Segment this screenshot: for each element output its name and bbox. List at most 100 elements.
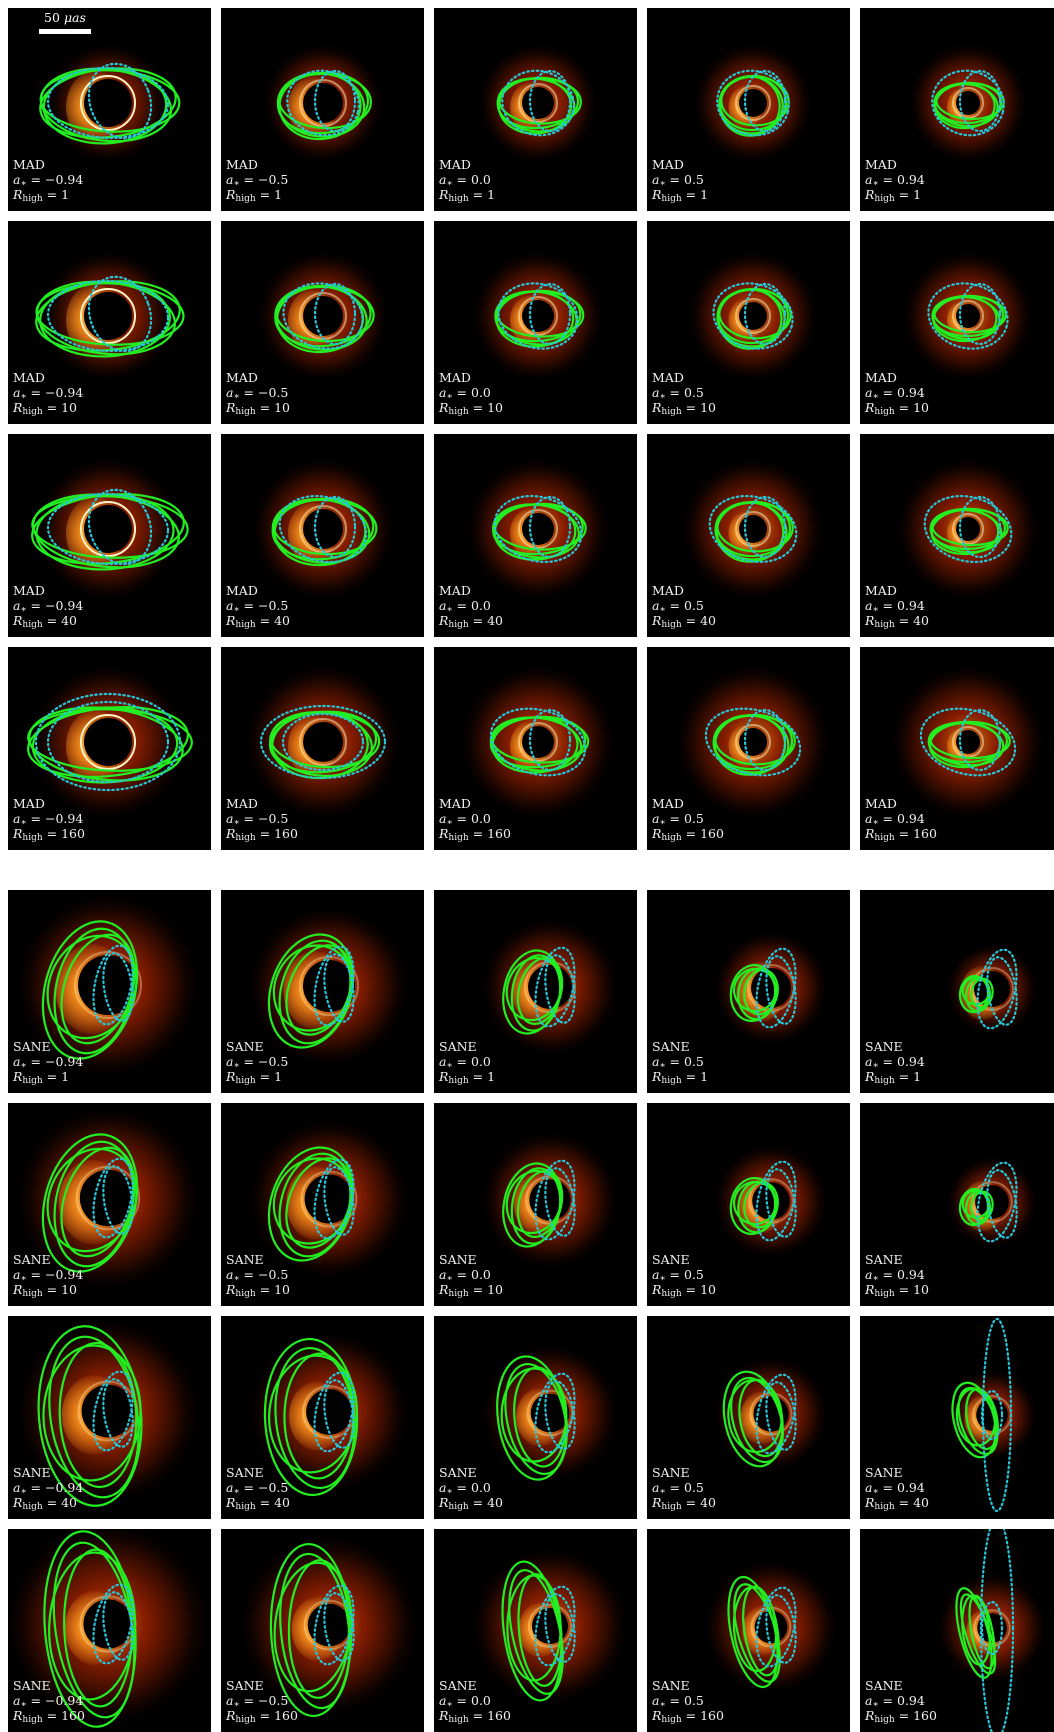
panel-mad-rhigh-40-spin-3: MAD a∗ = 0.0 Rhigh = 40 (434, 434, 637, 637)
model-label: MAD (13, 583, 45, 598)
black-hole-image (221, 434, 424, 637)
rhigh-label: Rhigh = 160 (13, 1708, 85, 1725)
dotted-fit-ellipse (87, 62, 153, 140)
rhigh-label: Rhigh = 40 (652, 1495, 716, 1512)
ring-fit-ellipse (60, 933, 136, 1045)
dotted-fit-ellipse (980, 1600, 1004, 1656)
dotted-fit-ellipse (102, 1591, 134, 1661)
panel-mad-rhigh-1-spin-1: MAD a∗ = −0.94 Rhigh = 1 (8, 8, 211, 211)
ring-fit-ellipse (727, 1378, 783, 1454)
panel-label: SANE a∗ = 0.0 Rhigh = 160 (439, 1678, 511, 1725)
spin-label: a∗ = 0.0 (439, 1054, 491, 1071)
panel-label: MAD a∗ = −0.94 Rhigh = 10 (13, 370, 83, 417)
black-hole-image (434, 890, 637, 1093)
panel-label: MAD a∗ = 0.5 Rhigh = 1 (652, 157, 708, 204)
model-label: SANE (652, 1678, 690, 1693)
black-hole-shadow (751, 968, 791, 1008)
dotted-fit-ellipse (976, 948, 1018, 1030)
spin-label: a∗ = −0.5 (226, 172, 289, 189)
dotted-fit-ellipse (323, 953, 355, 1023)
model-label: SANE (226, 1465, 264, 1480)
dotted-fit-ellipse (259, 704, 387, 780)
ring-fit-ellipse (970, 977, 994, 1009)
model-label: MAD (865, 370, 897, 385)
dotted-fit-ellipse (743, 282, 787, 346)
panel-sane-rhigh-10-spin-3: SANE a∗ = 0.0 Rhigh = 10 (434, 1103, 637, 1306)
photon-ring (518, 509, 558, 549)
ring-fit-ellipse (961, 1594, 991, 1666)
panel-mad-rhigh-40-spin-5: MAD a∗ = 0.94 Rhigh = 40 (860, 434, 1054, 637)
black-hole-shadow (739, 89, 767, 117)
ring-fit-ellipse (500, 1367, 568, 1463)
panel-label: SANE a∗ = −0.5 Rhigh = 10 (226, 1252, 290, 1299)
rhigh-label: Rhigh = 10 (226, 1282, 290, 1299)
black-hole-image (647, 8, 850, 211)
dotted-fit-ellipse (92, 1583, 134, 1665)
model-label: MAD (226, 583, 258, 598)
dotted-fit-ellipse (528, 282, 572, 346)
scale-bar: 50 μas (30, 10, 100, 40)
model-label: MAD (652, 583, 684, 598)
panel-sane-rhigh-1-spin-4: SANE a∗ = 0.5 Rhigh = 1 (647, 890, 850, 1093)
spin-label: a∗ = 0.94 (865, 811, 925, 828)
panel-label: MAD a∗ = −0.94 Rhigh = 160 (13, 796, 85, 843)
black-hole-shadow (303, 296, 343, 336)
dotted-fit-ellipse (313, 1371, 355, 1453)
photon-ring (735, 511, 771, 547)
dotted-fit-ellipse (958, 708, 1002, 772)
black-hole-image (860, 434, 1054, 637)
dotted-fit-ellipse (976, 1161, 1018, 1243)
panel-label: SANE a∗ = 0.0 Rhigh = 1 (439, 1039, 495, 1086)
black-hole-image (8, 434, 211, 637)
panel-mad-rhigh-160-spin-4: MAD a∗ = 0.5 Rhigh = 160 (647, 647, 850, 850)
spin-label: a∗ = −0.5 (226, 1267, 289, 1284)
model-label: SANE (652, 1252, 690, 1267)
rhigh-label: Rhigh = 1 (865, 187, 922, 204)
black-hole-image (8, 1316, 211, 1519)
ring-fit-ellipse (493, 503, 577, 561)
panel-label: MAD a∗ = 0.0 Rhigh = 160 (439, 796, 511, 843)
spin-label: a∗ = 0.0 (439, 172, 491, 189)
dotted-fit-ellipse (323, 1379, 355, 1449)
panel-sane-rhigh-1-spin-3: SANE a∗ = 0.0 Rhigh = 1 (434, 890, 637, 1093)
black-hole-shadow (303, 509, 343, 549)
spin-label: a∗ = 0.5 (652, 1054, 704, 1071)
rhigh-label: Rhigh = 10 (13, 1282, 77, 1299)
rhigh-label: Rhigh = 160 (439, 826, 511, 843)
black-hole-shadow (956, 304, 980, 328)
spin-label: a∗ = −0.94 (13, 1480, 84, 1497)
rhigh-label: Rhigh = 1 (865, 1069, 922, 1086)
rhigh-label: Rhigh = 160 (652, 1708, 724, 1725)
ring-fit-ellipse (31, 495, 189, 559)
panel-sane-rhigh-40-spin-1: SANE a∗ = −0.94 Rhigh = 40 (8, 1316, 211, 1519)
panel-label: MAD a∗ = 0.94 Rhigh = 1 (865, 157, 925, 204)
spin-label: a∗ = 0.0 (439, 1693, 491, 1710)
photon-ring (299, 718, 347, 766)
ring-fit-ellipse (955, 1387, 997, 1447)
ring-fit-ellipse (970, 1190, 994, 1222)
dotted-fit-ellipse (323, 1166, 355, 1236)
dotted-fit-ellipse (313, 69, 357, 133)
panel-mad-rhigh-1-spin-3: MAD a∗ = 0.0 Rhigh = 1 (434, 8, 637, 211)
black-hole-shadow (81, 1384, 135, 1438)
panel-sane-rhigh-40-spin-3: SANE a∗ = 0.0 Rhigh = 40 (434, 1316, 637, 1519)
model-label: MAD (226, 370, 258, 385)
spin-label: a∗ = −0.5 (226, 1480, 289, 1497)
photon-ring (518, 83, 558, 123)
rhigh-label: Rhigh = 160 (226, 1708, 298, 1725)
dotted-fit-ellipse (986, 956, 1018, 1026)
model-label: SANE (13, 1678, 51, 1693)
black-hole-image (8, 1103, 211, 1306)
black-hole-shadow (530, 1393, 570, 1433)
black-hole-image (860, 647, 1054, 850)
model-label: MAD (439, 583, 471, 598)
photon-ring (80, 288, 136, 344)
black-hole-shadow (739, 728, 767, 756)
rhigh-label: Rhigh = 1 (13, 187, 70, 204)
spin-label: a∗ = −0.5 (226, 1054, 289, 1071)
spin-label: a∗ = −0.94 (13, 1267, 84, 1284)
rhigh-label: Rhigh = 40 (226, 613, 290, 630)
black-hole-image (434, 8, 637, 211)
spin-label: a∗ = 0.94 (865, 385, 925, 402)
panel-mad-rhigh-10-spin-1: MAD a∗ = −0.94 Rhigh = 10 (8, 221, 211, 424)
